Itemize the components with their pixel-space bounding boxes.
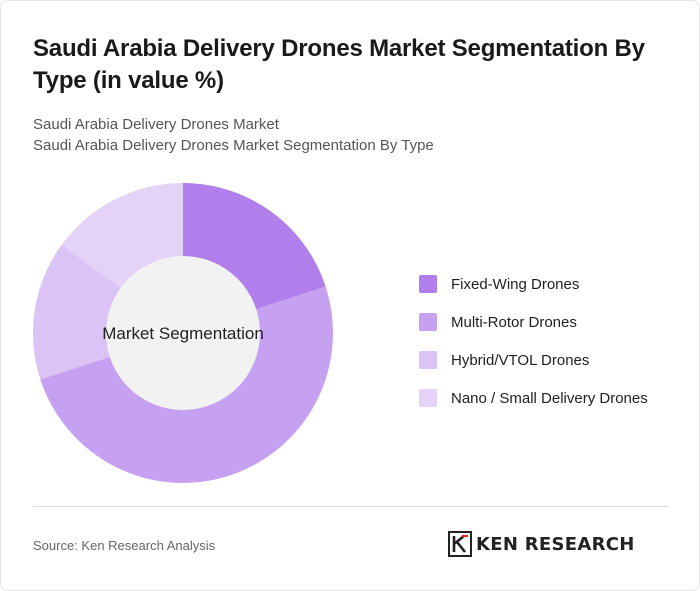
legend-item: Hybrid/VTOL Drones: [419, 341, 689, 379]
legend-item: Multi-Rotor Drones: [419, 303, 689, 341]
legend-swatch: [419, 389, 437, 407]
donut-slice-hybrid-vtol-drones: [33, 244, 184, 380]
legend-item: Fixed-Wing Drones: [419, 265, 689, 303]
ken-research-logo-icon: [448, 531, 472, 557]
donut-center: [106, 256, 260, 410]
legend-swatch: [419, 313, 437, 331]
ken-research-logo-text: KEN RESEARCH: [476, 533, 635, 555]
subtitle-line-1: Saudi Arabia Delivery Drones Market: [33, 116, 279, 133]
legend-swatch: [419, 275, 437, 293]
subtitle-line-2: Saudi Arabia Delivery Drones Market Segm…: [33, 137, 434, 154]
legend-label: Multi-Rotor Drones: [451, 313, 577, 331]
legend-item: Nano / Small Delivery Drones: [419, 379, 689, 417]
donut-center-label: Market Segmentation: [102, 324, 264, 343]
donut-chart: Market Segmentation: [33, 183, 333, 483]
footer-divider: [33, 506, 669, 507]
ken-research-logo: KEN RESEARCH: [448, 531, 635, 557]
source-note: Source: Ken Research Analysis: [33, 538, 216, 553]
chart-legend: Fixed-Wing Drones Multi-Rotor Drones Hybri…: [419, 265, 689, 417]
chart-subtitle: Saudi Arabia Delivery Drones Market Saud…: [33, 114, 434, 156]
legend-label: Fixed-Wing Drones: [451, 275, 580, 293]
legend-swatch: [419, 351, 437, 369]
legend-label: Nano / Small Delivery Drones: [451, 389, 648, 407]
chart-title: Saudi Arabia Delivery Drones Market Segm…: [33, 35, 645, 94]
legend-label: Hybrid/VTOL Drones: [451, 351, 590, 369]
